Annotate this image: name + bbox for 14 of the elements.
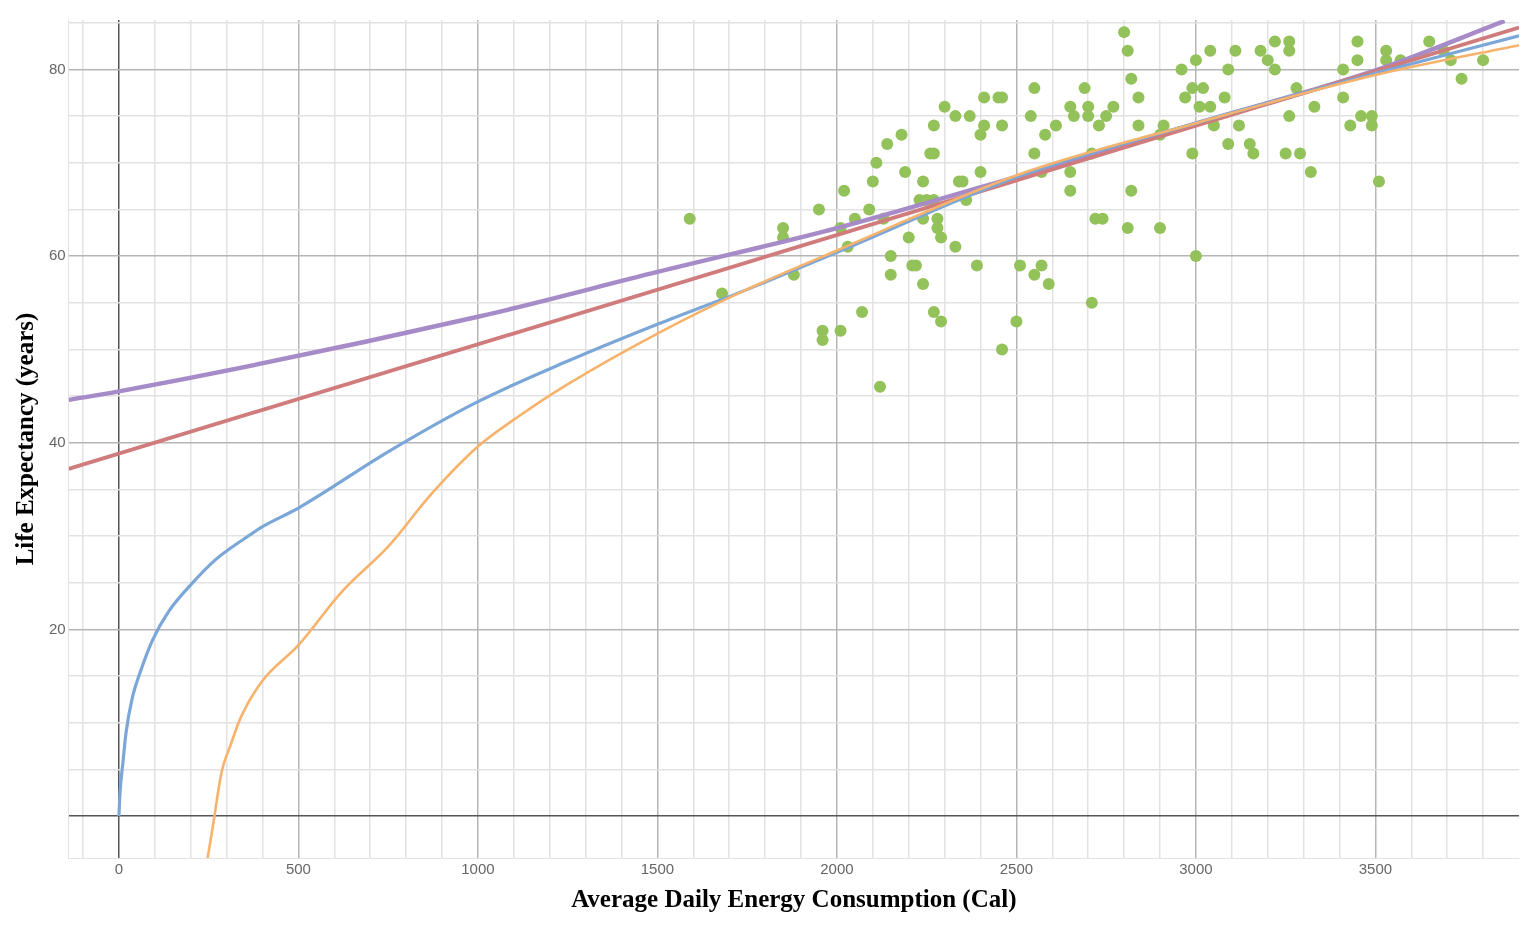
y-tick-label: 20 bbox=[49, 619, 66, 637]
x-tick-label: 3500 bbox=[1358, 860, 1393, 878]
x-tick-label: 0 bbox=[114, 860, 124, 878]
x-tick-label: 3000 bbox=[1179, 860, 1213, 878]
x-tick-label: 500 bbox=[285, 860, 311, 878]
y-tick-label: 60 bbox=[49, 246, 66, 264]
y-tick-label: 80 bbox=[49, 59, 66, 77]
x-axis-title: Average Daily Energy Consumption (Cal) bbox=[571, 885, 1017, 914]
y-axis-title: Life Expectancy (years) bbox=[11, 312, 40, 566]
x-tick-label: 1000 bbox=[461, 860, 495, 878]
y-tick-label: 40 bbox=[49, 432, 66, 450]
x-tick-label: 2500 bbox=[999, 860, 1034, 878]
x-tick-label: 2000 bbox=[820, 860, 854, 878]
x-tick-label: 1500 bbox=[640, 860, 675, 878]
